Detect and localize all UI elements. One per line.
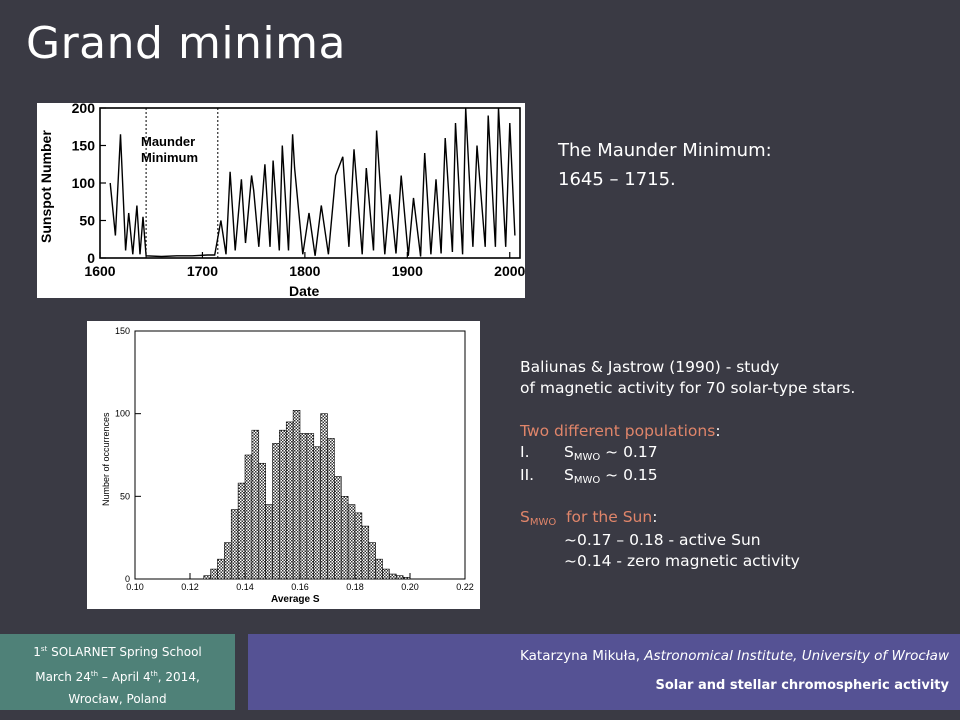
- sunspot-xtick-label: 2000: [494, 263, 525, 279]
- hist-bar: [327, 438, 335, 580]
- hist-bar: [210, 568, 218, 580]
- hist-bar: [237, 482, 246, 580]
- hist-bar: [258, 462, 266, 580]
- sunspot-x-axis-label: Date: [289, 283, 320, 298]
- hist-bar: [347, 504, 356, 580]
- sun-active-line: ~0.17 – 0.18 - active Sun: [564, 531, 761, 549]
- hist-bar: [354, 512, 363, 580]
- hist-x-axis-label: Average S: [271, 594, 320, 605]
- hist-bar: [389, 573, 397, 580]
- slide-title: Grand minima: [26, 18, 346, 69]
- hist-y-axis-label: Number of occurrences: [101, 412, 111, 506]
- footer-school-name: 1st SOLARNET Spring School: [33, 645, 202, 659]
- maunder-years: 1645 – 1715.: [558, 169, 676, 190]
- hist-x-ticks: 0.10 0.12 0.14 0.16 0.18 0.20 0.22: [126, 573, 474, 592]
- footer-topic: Solar and stellar chromospheric activity: [655, 678, 949, 693]
- footer-author: Katarzyna Mikuła, Astronomical Institute…: [520, 648, 949, 664]
- hist-xtick-label: 0.18: [346, 582, 364, 592]
- hist-bar: [279, 429, 287, 580]
- hist-bar: [395, 575, 404, 580]
- population-item-2: II. SMWO ~ 0.15: [520, 466, 658, 486]
- hist-bar: [217, 558, 225, 580]
- sun-quiet-line: ~0.14 - zero magnetic activity: [564, 552, 800, 570]
- sunspot-ytick-label: 100: [72, 175, 96, 191]
- sunspot-y-ticks: 0 50 100 150 200: [72, 103, 106, 266]
- hist-ytick-label: 100: [115, 409, 130, 419]
- hist-bar: [230, 509, 239, 580]
- sunspot-ytick-label: 0: [87, 250, 95, 266]
- hist-bar: [299, 433, 308, 580]
- hist-xtick-label: 0.22: [456, 582, 474, 592]
- sunspot-ytick-label: 200: [72, 103, 96, 116]
- hist-xtick-label: 0.12: [181, 582, 199, 592]
- hist-ytick-label: 0: [125, 574, 130, 584]
- hist-bar: [320, 413, 328, 580]
- hist-bar: [402, 577, 411, 580]
- hist-ytick-label: 150: [115, 326, 130, 336]
- study-line2: of magnetic activity for 70 solar-type s…: [520, 379, 856, 397]
- maunder-title: The Maunder Minimum:: [558, 140, 772, 161]
- hist-bar: [334, 476, 342, 580]
- hist-xtick-label: 0.10: [126, 582, 144, 592]
- hist-bar: [251, 429, 260, 580]
- sun-heading: SMWO for the Sun:: [520, 508, 658, 528]
- sunspot-ytick-label: 50: [79, 213, 95, 229]
- activity-histogram-chart: 0 50 100 150 0.10 0.12 0.14 0.16 0.18 0.20 0.22 N…: [87, 321, 480, 609]
- hist-xtick-label: 0.14: [236, 582, 254, 592]
- population-item-1: I. SMWO ~ 0.17: [520, 443, 658, 463]
- sunspot-plot-frame: [99, 107, 521, 259]
- maunder-annotation-line2: Minimum: [141, 150, 198, 165]
- study-line1: Baliunas & Jastrow (1990) - study: [520, 358, 780, 376]
- hist-bar: [265, 504, 273, 580]
- study-description: Baliunas & Jastrow (1990) - study of mag…: [520, 357, 855, 572]
- hist-bar: [361, 525, 370, 580]
- sunspot-xtick-label: 1700: [187, 263, 218, 279]
- hist-bar: [382, 568, 390, 580]
- sunspot-xtick-label: 1900: [392, 263, 423, 279]
- sunspot-ytick-label: 150: [72, 138, 96, 154]
- maunder-minimum-note: The Maunder Minimum: 1645 – 1715.: [558, 136, 772, 194]
- hist-bar: [313, 446, 321, 580]
- hist-xtick-label: 0.20: [401, 582, 419, 592]
- hist-bar: [244, 454, 253, 580]
- hist-bar: [272, 443, 280, 580]
- hist-xtick-label: 0.16: [291, 582, 309, 592]
- footer-school-box: 1st SOLARNET Spring School March 24th – …: [0, 634, 235, 710]
- hist-bar: [375, 558, 383, 580]
- hist-bar: [368, 542, 376, 580]
- sunspot-xtick-label: 1600: [84, 263, 115, 279]
- hist-y-ticks: 0 50 100 150: [115, 326, 141, 584]
- hist-bar: [224, 542, 232, 580]
- hist-bar: [292, 410, 301, 580]
- maunder-annotation-line1: Maunder: [141, 134, 195, 149]
- sunspot-x-ticks: 1600 1700 1800 1900 2000: [84, 252, 525, 279]
- hist-ytick-label: 50: [120, 491, 130, 501]
- hist-bar: [340, 496, 349, 580]
- hist-bar: [285, 421, 294, 580]
- footer-author-box: Katarzyna Mikuła, Astronomical Institute…: [248, 634, 960, 710]
- hist-bar: [306, 433, 315, 580]
- sunspot-series-line: [109, 107, 516, 258]
- sunspot-xtick-label: 1800: [289, 263, 320, 279]
- footer-place: Wrocław, Poland: [68, 692, 167, 706]
- sunspot-y-axis-label: Sunspot Number: [38, 130, 54, 243]
- hist-bar: [203, 575, 211, 580]
- footer-dates: March 24th – April 4th, 2014,: [35, 670, 200, 684]
- hist-bars: [203, 410, 411, 580]
- sunspot-number-chart: 0 50 100 150 200 1600 1700 1800 1900 2000 Maunde…: [37, 103, 525, 298]
- populations-heading: Two different populations:: [520, 422, 721, 440]
